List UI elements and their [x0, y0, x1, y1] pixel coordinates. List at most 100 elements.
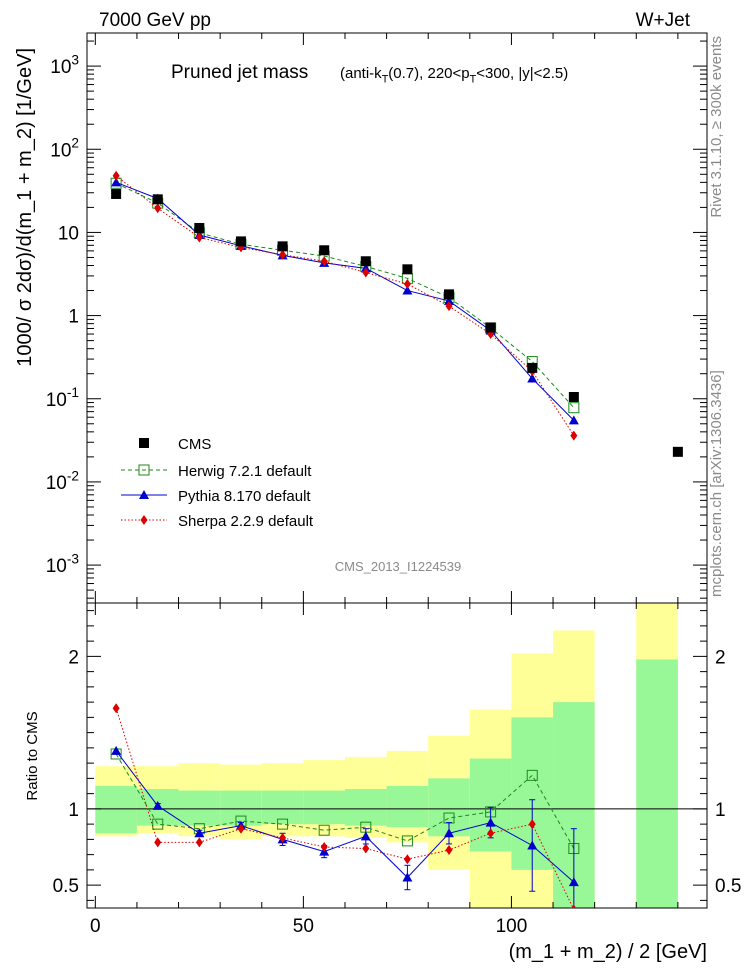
main-point-cms: [527, 362, 538, 373]
ratio-point-sherpa: [237, 823, 245, 834]
main-line-pythia: [115, 181, 575, 421]
band-inner: [636, 659, 678, 908]
ratio-point-pythia: [485, 817, 496, 827]
ratio-y-tick-label: 1: [68, 800, 79, 821]
main-point-sherpa: [154, 203, 162, 214]
ratio-point-pythia: [360, 831, 371, 841]
ratio-y-tick-label: 2: [68, 647, 79, 668]
main-point-cms: [444, 289, 455, 300]
ratio-line-sherpa: [115, 708, 574, 908]
ratio-point-sherpa: [487, 828, 495, 839]
legend-marker: [140, 515, 148, 525]
main-point-pythia: [527, 373, 538, 383]
ratio-point-sherpa: [528, 819, 536, 830]
main-line-sherpa: [115, 175, 575, 436]
ratio-point-sherpa: [362, 843, 370, 854]
main-line-herwig: [115, 182, 575, 409]
source-reference-label: mcplots.cern.ch [arXiv:1306.3436]: [708, 370, 725, 597]
main-point-sherpa: [195, 232, 203, 243]
main-point-cms: [111, 188, 122, 199]
ratio-point-herwig: [318, 824, 330, 836]
y-tick-label: 10-1​: [46, 385, 79, 411]
main-series-herwig: [110, 177, 580, 414]
ratio-point-sherpa: [320, 842, 328, 852]
legend-marker: [139, 490, 149, 499]
ratio-point-herwig: [277, 818, 289, 830]
y-tick-label: 103​: [50, 53, 79, 79]
legend-marker: [139, 438, 149, 448]
ratio-point-pythia: [111, 745, 122, 755]
main-point-cms: [360, 256, 371, 267]
main-series-pythia: [111, 177, 579, 425]
main-point-cms: [152, 194, 163, 205]
main-point-cms: [402, 264, 413, 275]
ratio-y-axis-label: Ratio to CMS: [24, 711, 41, 800]
x-axis-label: (m_1 + m_2) / 2 [GeV]: [509, 941, 707, 963]
ratio-point-herwig: [401, 835, 413, 847]
main-point-cms: [194, 223, 205, 234]
uncertainty-bands: [95, 603, 678, 908]
main-point-cms: [672, 446, 683, 457]
main-point-cms: [485, 322, 496, 333]
main-point-herwig: [568, 402, 580, 414]
main-point-sherpa: [362, 267, 370, 278]
ratio-y-tick-label-right: 1: [715, 800, 726, 821]
ratio-y-tick-label: 0.5: [53, 876, 79, 897]
ratio-point-pythia: [444, 828, 455, 838]
ratio-point-sherpa: [445, 845, 453, 856]
analysis-watermark: CMS_2013_I1224539: [335, 559, 462, 574]
main-point-cms: [235, 236, 246, 247]
legend-label: Pythia 8.170 default: [178, 488, 311, 505]
main-series-cms: [111, 188, 683, 457]
rivet-version-label: Rivet 3.1.10, ≥ 300k events: [708, 36, 725, 218]
ratio-point-sherpa: [279, 832, 287, 843]
chart-title: Pruned jet mass: [171, 62, 308, 83]
y-tick-label: 102​: [50, 136, 79, 162]
y-axis-label: 1000/ σ 2dσ)/d(m_1 + m_2) [1/GeV]: [14, 48, 36, 367]
ratio-point-pythia: [194, 828, 205, 838]
main-point-cms: [277, 241, 288, 252]
main-point-sherpa: [279, 249, 287, 260]
y-tick-label: 10: [58, 223, 79, 244]
legend: CMS Herwig 7.2.1 default Pythia 8.170 defa…: [121, 436, 314, 530]
ratio-point-herwig: [152, 818, 164, 830]
legend-label: Herwig 7.2.1 default: [178, 463, 312, 480]
main-point-pythia: [402, 285, 413, 295]
x-tick-label: 0: [90, 916, 101, 937]
legend-label: Sherpa 2.2.9 default: [178, 513, 314, 530]
ratio-point-sherpa: [195, 837, 203, 848]
ratio-point-sherpa: [154, 837, 162, 848]
x-tick-label: 50: [293, 916, 314, 937]
main-point-sherpa: [320, 256, 328, 267]
y-tick-label: 10-2​: [46, 468, 79, 494]
band-inner: [261, 790, 304, 825]
band-inner: [95, 786, 137, 834]
main-point-sherpa: [112, 170, 120, 181]
ratio-point-sherpa: [112, 703, 120, 714]
main-point-sherpa: [570, 430, 578, 441]
ratio-point-sherpa: [403, 854, 411, 865]
ratio-line-pythia: [115, 750, 575, 883]
ratio-point-pythia: [527, 840, 538, 850]
ratio-point-pythia: [402, 872, 413, 882]
main-point-pythia: [444, 295, 455, 305]
ratio-point-herwig: [526, 769, 538, 781]
main-point-sherpa: [403, 278, 411, 289]
header-process-label: W+Jet: [636, 10, 691, 31]
ratio-point-pythia: [568, 877, 579, 887]
chart-subtitle: (anti-kT​(0.7), 220<pT​<300, |y|<2.5): [340, 65, 568, 86]
main-point-pythia: [568, 415, 579, 425]
ratio-series-sherpa: [112, 703, 577, 908]
main-series-sherpa: [112, 170, 578, 441]
main-point-cms: [568, 391, 579, 402]
ratio-plot-frame: [86, 602, 708, 909]
band-inner: [303, 790, 345, 825]
ratio-point-pythia: [152, 800, 163, 810]
main-point-sherpa: [445, 301, 453, 312]
ratio-y-tick-label-right: 2: [715, 647, 726, 668]
ratio-y-tick-label-right: 0.5: [715, 876, 741, 897]
header-energy-label: 7000 GeV pp: [99, 10, 211, 31]
main-point-pythia: [111, 177, 122, 187]
x-tick-label: 100: [496, 916, 528, 937]
